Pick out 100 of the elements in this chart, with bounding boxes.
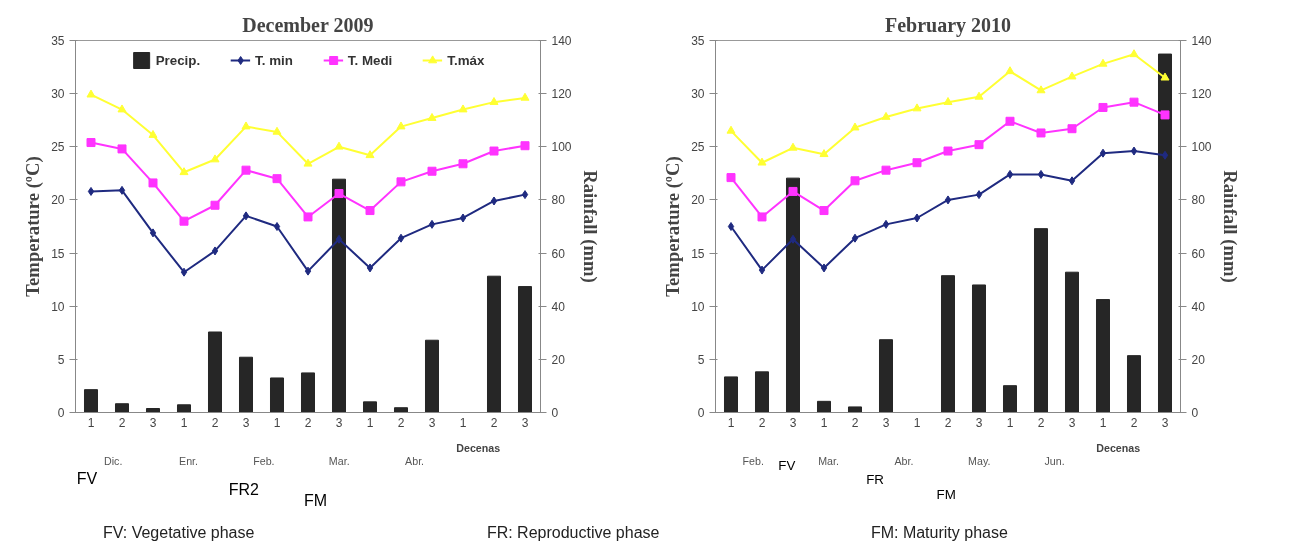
point bbox=[272, 126, 282, 135]
legend-label: T. Medi bbox=[347, 52, 393, 68]
point bbox=[975, 190, 983, 200]
point bbox=[149, 228, 157, 238]
text: Decenas bbox=[456, 441, 501, 454]
y-tick-label: 15 bbox=[51, 246, 65, 261]
bar bbox=[847, 406, 863, 413]
bar bbox=[723, 376, 739, 413]
point bbox=[179, 167, 189, 176]
x-tick-label: 2 bbox=[118, 415, 126, 430]
bar bbox=[300, 372, 316, 413]
point bbox=[459, 213, 467, 223]
text: Enr. bbox=[179, 454, 199, 467]
point bbox=[974, 91, 984, 100]
x-tick-label: 3 bbox=[1161, 415, 1169, 430]
point bbox=[882, 219, 890, 229]
y2-tick-label: 60 bbox=[551, 246, 566, 261]
point bbox=[179, 216, 189, 226]
point bbox=[210, 200, 220, 210]
x-tick-label: 3 bbox=[149, 415, 157, 430]
point bbox=[1129, 49, 1139, 58]
point bbox=[521, 190, 529, 200]
x-tick-label: 3 bbox=[335, 415, 343, 430]
point bbox=[397, 233, 405, 243]
point bbox=[944, 195, 952, 205]
text: FR bbox=[866, 472, 884, 488]
bar bbox=[1064, 271, 1080, 413]
bar bbox=[816, 400, 832, 413]
x-tick-label: 1 bbox=[180, 415, 188, 430]
point bbox=[943, 97, 953, 105]
point bbox=[851, 233, 859, 243]
point bbox=[242, 211, 250, 221]
point bbox=[458, 104, 468, 113]
y-tick-label: 30 bbox=[51, 87, 65, 102]
x-tick-label: 1 bbox=[913, 415, 921, 430]
y-tick-label: 30 bbox=[691, 87, 705, 102]
bar bbox=[1095, 299, 1111, 413]
point bbox=[304, 266, 312, 276]
point bbox=[428, 219, 436, 229]
point bbox=[273, 222, 281, 231]
bar bbox=[940, 275, 956, 413]
y2-tick-label: 0 bbox=[551, 406, 559, 420]
y-axis-title: Temperature (ºC) bbox=[662, 156, 685, 297]
x-tick-label: 3 bbox=[521, 415, 529, 430]
point bbox=[943, 146, 953, 156]
text: Feb. bbox=[742, 454, 764, 467]
point bbox=[1036, 85, 1046, 94]
x-tick-label: 2 bbox=[1130, 415, 1138, 430]
text: FV: Vegetative phase bbox=[102, 524, 255, 542]
point bbox=[458, 159, 468, 169]
bar bbox=[1157, 53, 1173, 413]
text: FR: Reproductive phase bbox=[486, 524, 660, 542]
y-tick-label: 35 bbox=[51, 34, 65, 48]
text: Dic. bbox=[104, 454, 123, 467]
y2-axis-title: Rainfall (mm) bbox=[578, 170, 601, 283]
x-tick-label: 2 bbox=[851, 415, 859, 430]
point bbox=[489, 97, 499, 105]
point bbox=[819, 206, 829, 216]
point bbox=[272, 174, 282, 184]
y2-tick-label: 20 bbox=[1191, 352, 1206, 367]
y2-tick-label: 120 bbox=[551, 87, 572, 102]
point bbox=[1129, 97, 1139, 107]
x-tick-label: 3 bbox=[789, 415, 797, 430]
point bbox=[1160, 110, 1170, 120]
point bbox=[520, 92, 530, 101]
bar bbox=[176, 404, 192, 413]
text: FM bbox=[304, 491, 328, 509]
y2-tick-label: 80 bbox=[1191, 193, 1206, 208]
y-tick-label: 25 bbox=[51, 140, 65, 155]
point bbox=[148, 178, 158, 188]
x-tick-label: 1 bbox=[727, 415, 735, 430]
y2-tick-label: 0 bbox=[1191, 406, 1199, 420]
point bbox=[365, 150, 375, 159]
x-tick-label: 1 bbox=[273, 415, 281, 430]
y-tick-label: 25 bbox=[691, 140, 705, 155]
y2-tick-label: 140 bbox=[551, 34, 572, 48]
x-tick-label: 1 bbox=[820, 415, 828, 430]
bar bbox=[114, 403, 130, 413]
y2-tick-label: 120 bbox=[1191, 87, 1212, 102]
point bbox=[335, 234, 343, 244]
bar bbox=[971, 284, 987, 413]
bar bbox=[424, 339, 440, 413]
x-tick-label: 1 bbox=[87, 415, 95, 430]
text: FM bbox=[936, 486, 956, 502]
bar bbox=[145, 408, 161, 413]
point bbox=[1098, 102, 1108, 112]
point bbox=[974, 140, 984, 150]
bar bbox=[393, 407, 409, 413]
x-tick-label: 1 bbox=[459, 415, 467, 430]
bar bbox=[331, 178, 347, 413]
point bbox=[117, 144, 127, 154]
y2-axis-title: Rainfall (mm) bbox=[1218, 170, 1241, 283]
point bbox=[913, 213, 921, 223]
point bbox=[1036, 128, 1046, 138]
legend-label: T.máx bbox=[447, 52, 485, 68]
x-tick-label: 3 bbox=[1068, 415, 1076, 430]
bar bbox=[1002, 385, 1018, 413]
point bbox=[757, 157, 767, 166]
point bbox=[757, 212, 767, 222]
point bbox=[334, 141, 344, 150]
